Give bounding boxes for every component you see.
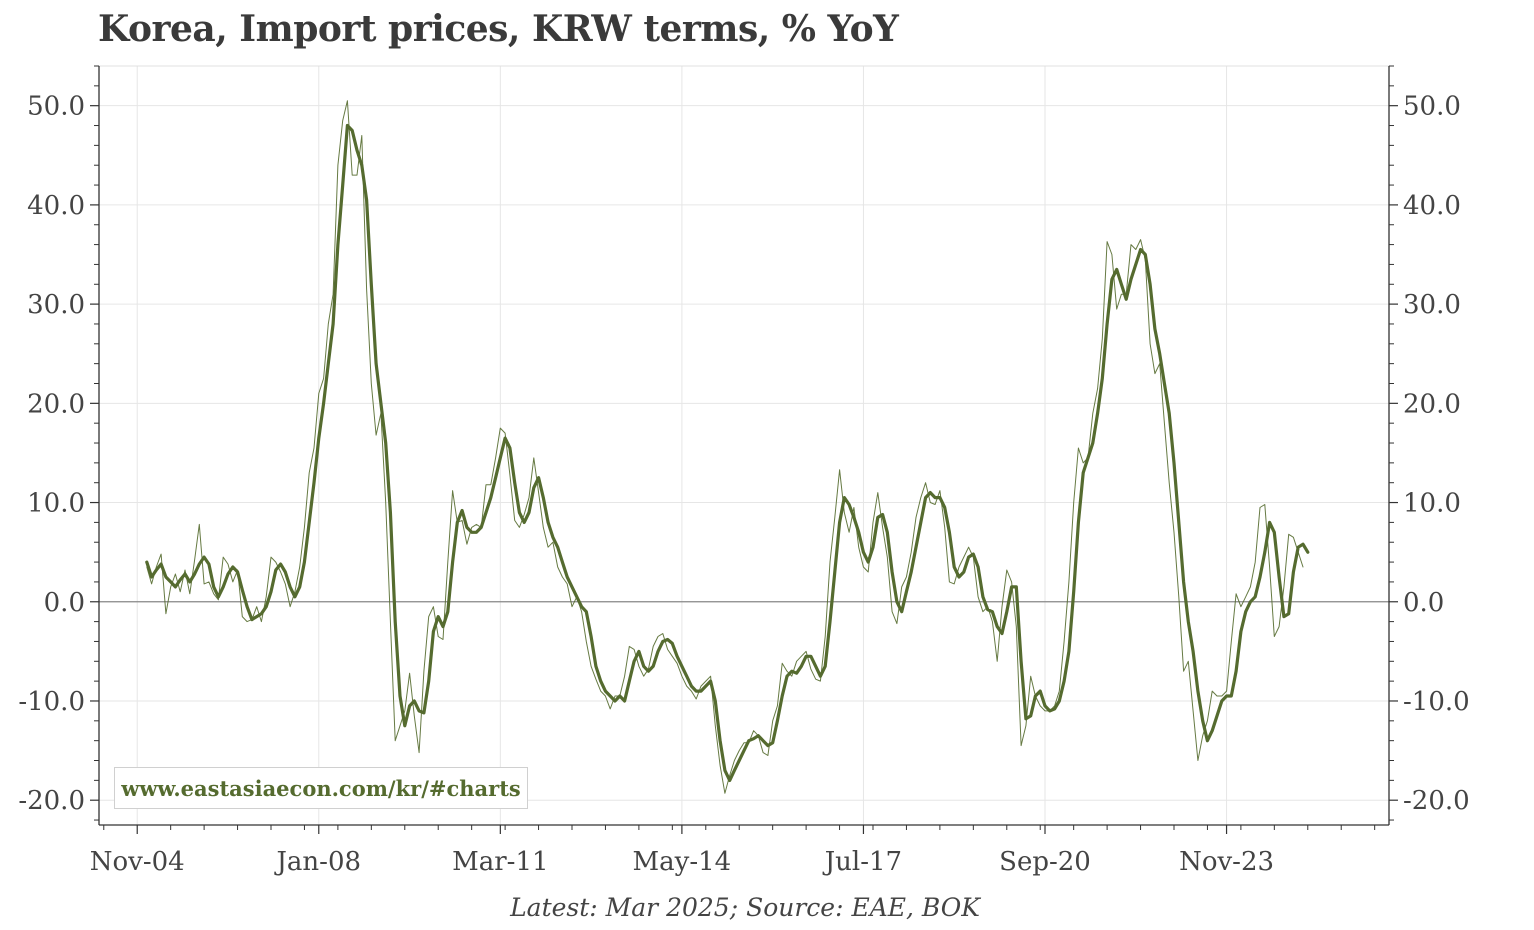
x-tick-label: Sep-20 <box>999 847 1091 877</box>
y-tick-label-left: 10.0 <box>27 489 85 519</box>
y-tick-label-right: -10.0 <box>1403 687 1470 717</box>
y-tick-label-left: 40.0 <box>27 191 85 221</box>
grid-layer <box>99 66 1389 825</box>
y-tick-label-right: 10.0 <box>1403 489 1461 519</box>
y-tick-label-right: -20.0 <box>1403 786 1470 816</box>
y-tick-label-right: 30.0 <box>1403 290 1461 320</box>
watermark-link[interactable]: www.eastasiaecon.com/kr/#charts <box>114 767 528 809</box>
y-tick-label-right: 0.0 <box>1403 588 1444 618</box>
x-tick-label: May-14 <box>633 847 732 877</box>
y-tick-label-left: -10.0 <box>18 687 85 717</box>
y-tick-label-left: 50.0 <box>27 92 85 122</box>
y-tick-label-left: -20.0 <box>18 786 85 816</box>
x-tick-label: Mar-11 <box>452 847 548 877</box>
series-line-monthly <box>146 100 1304 794</box>
source-footnote: Latest: Mar 2025; Source: EAE, BOK <box>510 893 980 922</box>
x-tick-label: Jan-08 <box>274 847 362 877</box>
series-layer <box>145 100 1310 794</box>
y-tick-label-right: 20.0 <box>1403 389 1461 419</box>
y-tick-label-right: 50.0 <box>1403 92 1461 122</box>
y-tick-label-left: 20.0 <box>27 389 85 419</box>
series-line-3mma <box>145 123 1310 782</box>
x-tick-label: Nov-23 <box>1179 847 1274 877</box>
x-tick-label: Nov-04 <box>90 847 185 877</box>
chart-title: Korea, Import prices, KRW terms, % YoY <box>98 8 899 50</box>
y-tick-label-right: 40.0 <box>1403 191 1461 221</box>
y-tick-label-left: 30.0 <box>27 290 85 320</box>
x-tick-label: Jul-17 <box>822 847 902 877</box>
plot-frame <box>98 65 1390 826</box>
axis-layer: -20.0 -20.0 -10.0 -10.0 0.0 0.0 10.0 10.0 20.0 20… <box>18 65 1470 877</box>
y-tick-label-left: 0.0 <box>44 588 85 618</box>
